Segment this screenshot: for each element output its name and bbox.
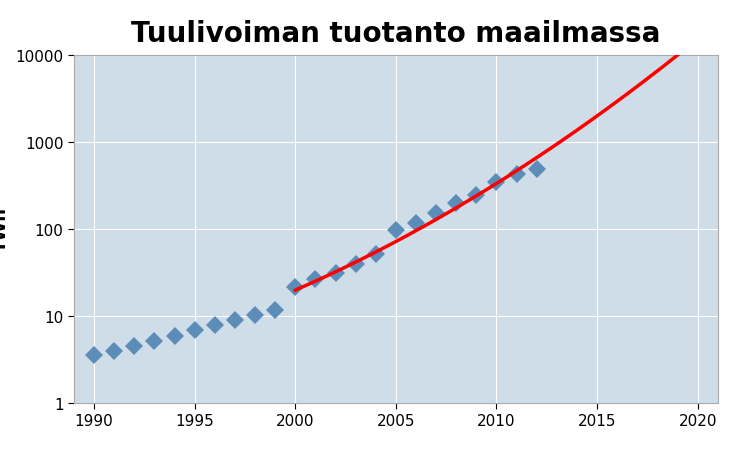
Y-axis label: TWh: TWh — [0, 207, 10, 251]
Title: Tuulivoiman tuotanto maailmassa: Tuulivoiman tuotanto maailmassa — [131, 20, 661, 48]
